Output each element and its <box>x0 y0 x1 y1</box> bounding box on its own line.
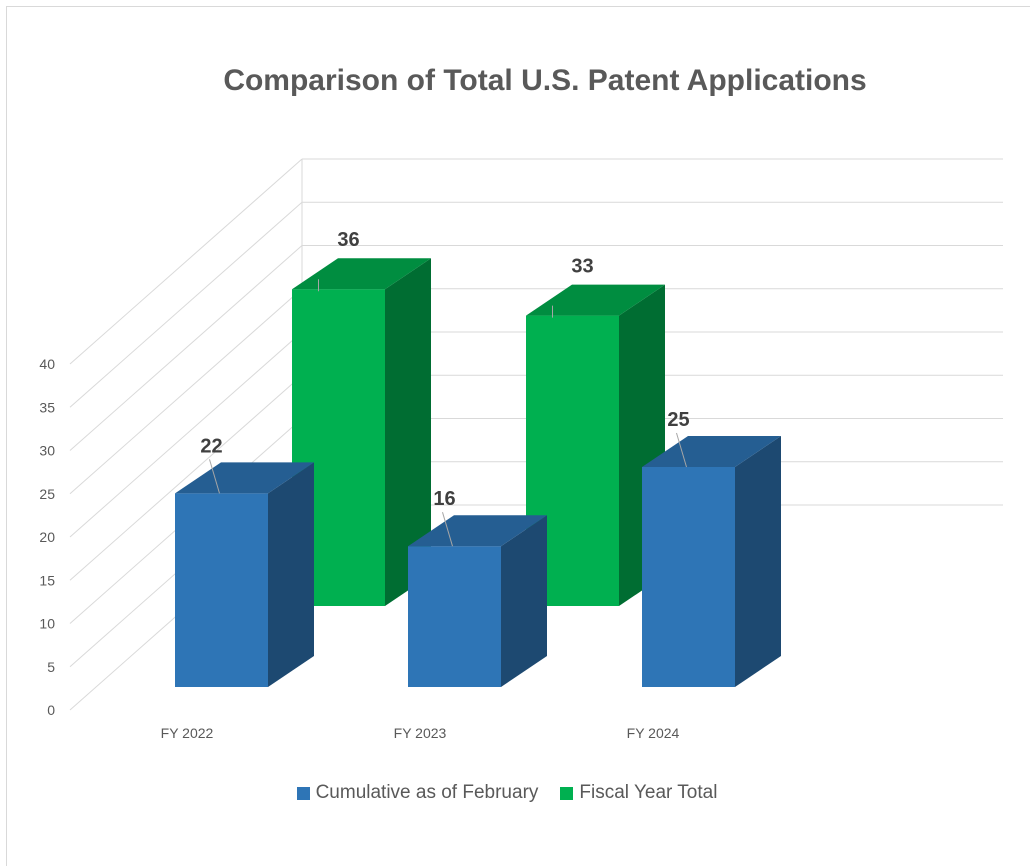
x-tick-label-1: FY 2023 <box>394 725 447 741</box>
gridline-depth-4 <box>69 331 303 538</box>
legend-swatch-cumulative <box>296 786 310 800</box>
bar-cumulative-0-side <box>268 462 314 687</box>
data-label-cumulative-2-leader <box>676 432 687 468</box>
y-tick-label-1: 5 <box>47 659 55 675</box>
x-tick-label-0: FY 2022 <box>161 725 214 741</box>
data-label-cumulative-0: 22 <box>200 435 222 457</box>
legend-label-cumulative: Cumulative as of February <box>315 782 539 803</box>
data-label-cumulative-2: 25 <box>667 409 689 431</box>
y-tick-label-3: 15 <box>39 572 55 588</box>
bar-cumulative-1 <box>408 546 501 687</box>
bar-fiscal-year-total-1-top <box>526 284 665 316</box>
y-tick-label-2: 10 <box>39 616 55 632</box>
data-label-cumulative-1-leader <box>442 512 453 547</box>
y-tick-label-5: 25 <box>39 486 55 502</box>
chart-frame <box>6 6 1030 866</box>
y-tick-label-7: 35 <box>39 399 55 415</box>
bar-cumulative-0-top <box>175 462 314 494</box>
bar-fiscal-year-total-0-top <box>292 258 431 290</box>
bar-cumulative-1-side <box>501 515 547 687</box>
bar-cumulative-2 <box>642 467 735 687</box>
bar-cumulative-0 <box>175 493 268 687</box>
bar-fiscal-year-total-0-side <box>385 258 431 606</box>
gridline-depth-7 <box>69 201 303 408</box>
x-tick-label-2: FY 2024 <box>627 725 680 741</box>
bar-cumulative-2-side <box>735 436 781 687</box>
legend-label-fiscal-year-total: Fiscal Year Total <box>579 782 718 803</box>
y-tick-label-4: 20 <box>39 529 55 545</box>
chart-legend: Cumulative as of February Fiscal Year To… <box>0 782 1014 804</box>
gridline-depth-5 <box>69 288 303 495</box>
gridline-depth-6 <box>69 245 303 451</box>
data-label-fiscal-year-total-1: 33 <box>571 256 593 278</box>
gridline-depth-3 <box>69 374 303 581</box>
data-label-cumulative-1: 16 <box>433 488 455 510</box>
legend-item-cumulative: Cumulative as of February <box>296 782 539 804</box>
y-tick-label-6: 30 <box>39 443 55 459</box>
y-tick-label-0: 0 <box>47 702 55 718</box>
legend-swatch-fiscal-year-total <box>560 786 574 800</box>
bar-cumulative-2-top <box>642 436 781 467</box>
legend-item-fiscal-year-total: Fiscal Year Total <box>560 782 717 804</box>
bar-cumulative-1-top <box>408 515 547 547</box>
chart-title: Comparison of Total U.S. Patent Applicat… <box>223 64 867 97</box>
data-label-fiscal-year-total-0: 36 <box>337 229 359 251</box>
data-label-cumulative-0-leader <box>209 459 220 494</box>
gridline-depth-8 <box>69 158 303 365</box>
y-tick-label-8: 40 <box>39 356 55 372</box>
